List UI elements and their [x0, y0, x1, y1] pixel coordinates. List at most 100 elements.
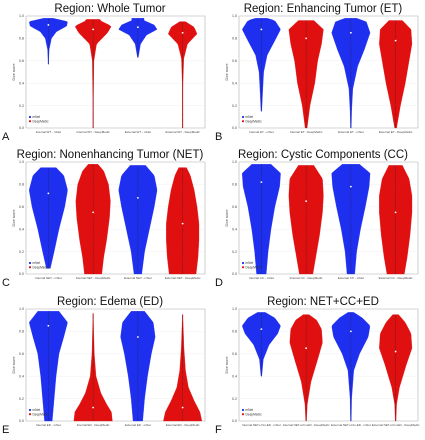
y-tick-label: 0.8 — [19, 37, 24, 41]
median-marker — [305, 347, 308, 350]
y-axis-label: Dice score — [225, 210, 229, 227]
panel-c: Region: Nonenhancing Tumor (NET) C 0.0 0.2 0… — [0, 146, 211, 292]
median-marker — [394, 350, 397, 353]
violin-plot-a: Region: Whole Tumor A 0.0 0.2 0.4 0.6 0.8 1.0 Di… — [2, 3, 206, 143]
violin-plot-e: Region: Edema (ED) E 0.0 0.2 0.4 0.6 0.8 1.0 Dic… — [2, 296, 206, 436]
median-marker — [305, 200, 308, 203]
violin-plot-b: Region: Enhancing Tumor (ET) B 0.0 0.2 0.4 0.… — [215, 3, 419, 143]
median-marker — [260, 181, 263, 184]
y-tick-label: 1.0 — [232, 307, 237, 311]
violin-mnet — [331, 18, 371, 129]
panel-letter: E — [2, 424, 9, 436]
y-tick-label: 0.8 — [232, 183, 237, 187]
violin-plot-c: Region: Nonenhancing Tumor (NET) C 0.0 0.2 0… — [2, 149, 206, 289]
median-marker — [394, 39, 397, 42]
y-tick-label: 0.0 — [19, 272, 24, 276]
median-marker — [47, 192, 50, 195]
legend-swatch-mnet — [28, 261, 32, 265]
x-tick-label: Internal ED - DeepMedic — [77, 423, 110, 427]
y-axis-label: Dice score — [12, 210, 16, 227]
y-tick-label: 1.0 — [232, 14, 237, 18]
panel-d: Region: Cystic Components (CC) D 0.0 0.2 0.4… — [213, 146, 424, 292]
median-marker — [181, 406, 184, 409]
x-tick-label: External CC - mNet — [338, 276, 364, 280]
y-tick-label: 0.2 — [19, 397, 24, 401]
legend-label: mNet — [33, 408, 41, 412]
y-axis-label: Dice score — [12, 64, 16, 81]
x-tick-label: External WT - DeepMedic — [165, 130, 200, 134]
y-axis-label: Dice score — [225, 64, 229, 81]
y-tick-label: 0.0 — [232, 126, 237, 130]
x-tick-label: Internal ET - mNet — [249, 130, 274, 134]
median-marker — [260, 328, 263, 331]
legend-label: DeepMedic — [246, 119, 263, 123]
legend-swatch-deepmedic — [241, 413, 245, 416]
median-marker — [349, 31, 352, 34]
y-tick-label: 0.2 — [232, 250, 237, 254]
y-tick-label: 0.2 — [19, 250, 24, 254]
violin-plot-f: Region: NET+CC+ED F 0.0 0.2 0.4 0.6 0.8 1.0 Dice… — [215, 296, 420, 436]
y-tick-label: 0.6 — [232, 205, 237, 209]
legend-label: mNet — [246, 115, 254, 119]
median-marker — [349, 185, 352, 188]
x-tick-label: Internal ED - mNet — [36, 423, 61, 427]
violin-mnet — [120, 311, 156, 422]
y-tick-label: 1.0 — [232, 160, 237, 164]
median-marker — [92, 211, 95, 214]
panel-a: Region: Whole Tumor A 0.0 0.2 0.4 0.6 0.8 1.0 Di… — [0, 0, 211, 146]
legend-label: mNet — [246, 408, 254, 412]
x-tick-label: External WT - mNet — [125, 130, 151, 134]
legend-swatch-mnet — [241, 408, 245, 412]
violin-mnet — [241, 164, 281, 275]
legend-label: DeepMedic — [246, 412, 263, 416]
x-tick-label: Internal NET+CC+ED - mNet — [242, 423, 281, 427]
panel-b: Region: Enhancing Tumor (ET) B 0.0 0.2 0.4 0.… — [213, 0, 424, 146]
chart-title: Region: Edema (ED) — [57, 296, 163, 308]
y-tick-label: 0.4 — [232, 81, 237, 85]
y-tick-label: 0.4 — [232, 227, 237, 231]
y-tick-label: 1.0 — [19, 14, 24, 18]
x-tick-label: Internal WT - DeepMedic — [76, 130, 110, 134]
violin-mnet — [331, 164, 371, 275]
legend-label: mNet — [33, 115, 41, 119]
x-tick-label: External ED - DeepMedic — [166, 423, 200, 427]
legend-swatch-mnet — [241, 261, 245, 265]
panel-letter: D — [215, 277, 223, 289]
x-tick-label: Internal CC - DeepMedic — [290, 276, 324, 280]
legend-label: mNet — [246, 261, 254, 265]
violin-mnet — [242, 18, 281, 112]
legend-swatch-mnet — [28, 408, 32, 412]
median-marker — [181, 222, 184, 225]
median-marker — [181, 31, 184, 34]
legend-swatch-deepmedic — [28, 266, 32, 269]
y-tick-label: 0.4 — [19, 227, 24, 231]
legend-swatch-mnet — [28, 115, 32, 119]
chart-title: Region: NET+CC+ED — [267, 296, 379, 308]
y-tick-label: 0.6 — [19, 205, 24, 209]
median-marker — [47, 324, 50, 327]
y-tick-label: 0.8 — [232, 330, 237, 334]
x-tick-label: Internal WT - mNet — [36, 130, 61, 134]
x-tick-label: Internal NET - mNet — [35, 276, 62, 280]
chart-title: Region: Whole Tumor — [54, 3, 165, 15]
median-marker — [136, 26, 139, 29]
legend-label: mNet — [33, 261, 41, 265]
panel-letter: C — [2, 277, 10, 289]
y-tick-label: 0.6 — [232, 352, 237, 356]
panel-letter: B — [215, 131, 222, 143]
x-tick-label: External ED - mNet — [125, 423, 151, 427]
y-axis-label: Dice score — [225, 357, 229, 374]
median-marker — [92, 28, 95, 31]
y-tick-label: 0.6 — [19, 352, 24, 356]
median-marker — [260, 28, 263, 31]
x-tick-label: External ET - DeepMedic — [379, 130, 413, 134]
x-tick-label: External NET - mNet — [124, 276, 152, 280]
y-tick-label: 0.0 — [19, 126, 24, 130]
y-tick-label: 0.8 — [19, 330, 24, 334]
x-tick-label: Internal ET - DeepMedic — [290, 130, 323, 134]
y-tick-label: 1.0 — [19, 160, 24, 164]
legend-label: DeepMedic — [33, 265, 50, 269]
y-tick-label: 0.0 — [232, 272, 237, 276]
panel-letter: A — [2, 131, 10, 143]
y-tick-label: 0.0 — [232, 419, 237, 423]
